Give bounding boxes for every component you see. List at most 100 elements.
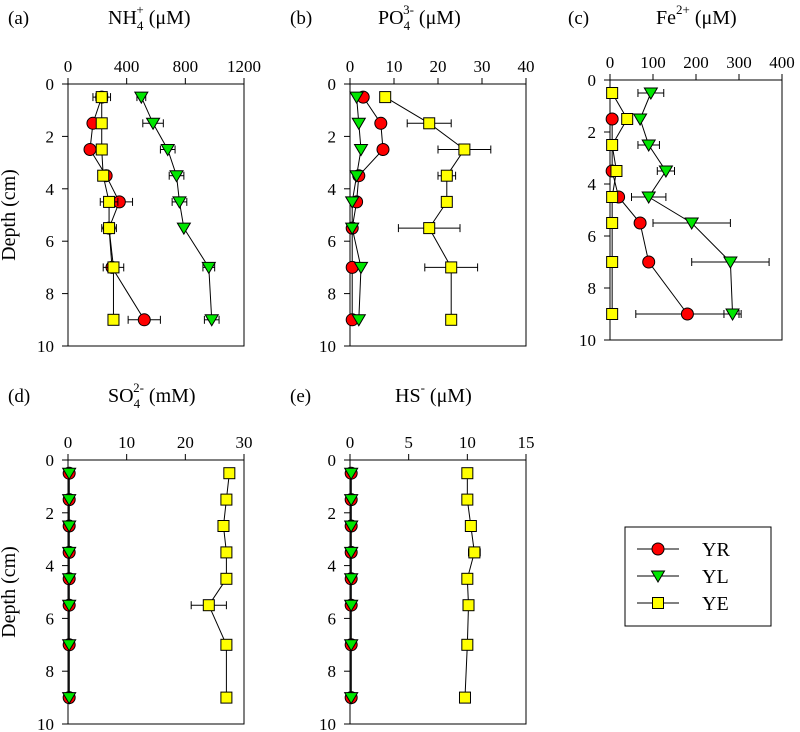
series-line xyxy=(639,92,734,315)
title-subscript: 4 xyxy=(404,18,411,33)
title-unit: (μM) xyxy=(414,7,461,29)
data-point xyxy=(461,467,474,480)
data-point xyxy=(606,308,619,320)
data-point xyxy=(379,91,392,104)
title-unit: (μM) xyxy=(425,385,472,407)
data-point xyxy=(606,256,619,268)
data-point xyxy=(343,520,359,533)
data-point xyxy=(351,117,367,131)
data-point xyxy=(423,117,436,130)
series-YL xyxy=(61,467,77,705)
data-point xyxy=(440,169,453,182)
data-point xyxy=(204,314,220,327)
data-point xyxy=(343,573,359,586)
chart-panel-5: 0 5 10 15 0 2 4 6 8 10 (e) HS- (μM) xyxy=(290,380,535,732)
data-point xyxy=(343,494,359,507)
data-point xyxy=(643,87,659,100)
data-point xyxy=(445,313,458,326)
series-line xyxy=(89,96,145,321)
legend-marker-YL xyxy=(650,570,666,583)
data-point xyxy=(344,196,360,209)
data-point xyxy=(95,143,108,156)
data-point xyxy=(349,91,364,105)
panel-title: NH4+ (μM) xyxy=(108,2,191,33)
data-point xyxy=(160,144,176,157)
y-tick-label: 4 xyxy=(588,175,597,194)
data-point xyxy=(61,467,77,481)
plot-frame xyxy=(67,83,245,347)
title-superscript: + xyxy=(136,2,143,17)
x-tick-label: 400 xyxy=(769,53,795,72)
y-axis-label: Depth (cm) xyxy=(0,546,20,638)
x-tick-label: 100 xyxy=(640,53,666,72)
data-point xyxy=(458,143,471,156)
data-point xyxy=(632,113,648,126)
x-tick-label: 300 xyxy=(726,53,752,72)
x-tick-label: 20 xyxy=(177,433,194,452)
y-tick-label: 6 xyxy=(588,227,597,246)
data-point xyxy=(145,117,161,131)
data-point xyxy=(464,520,477,532)
data-point xyxy=(223,467,236,480)
data-point xyxy=(606,191,619,203)
data-point xyxy=(633,216,647,230)
title-superscript: 3- xyxy=(403,2,414,17)
y-tick-label: 10 xyxy=(579,331,596,350)
x-tick-label: 0 xyxy=(606,53,615,72)
series-line xyxy=(611,92,628,314)
data-point xyxy=(220,546,233,559)
data-point xyxy=(723,256,738,269)
data-point xyxy=(642,255,656,269)
panel-letter: (e) xyxy=(290,386,311,407)
title-subscript: 4 xyxy=(137,18,144,33)
series-YE xyxy=(606,87,634,320)
title-superscript: 2- xyxy=(133,380,144,395)
data-point xyxy=(606,217,619,229)
series-line xyxy=(140,96,213,320)
legend: YR YL YE xyxy=(624,526,772,627)
data-point xyxy=(461,572,474,585)
panel-letter: (c) xyxy=(568,8,589,29)
data-point xyxy=(343,546,359,560)
series-line xyxy=(611,119,688,315)
data-point xyxy=(95,117,108,130)
x-tick-label: 10 xyxy=(459,433,476,452)
series-YE xyxy=(379,91,492,326)
title-base: HS xyxy=(395,385,421,407)
y-tick-label: 0 xyxy=(328,451,337,470)
legend-label-YR: YR xyxy=(702,539,730,561)
data-point xyxy=(220,691,233,704)
panel-letter: (b) xyxy=(290,8,312,29)
series-YL xyxy=(344,91,369,327)
series-YR xyxy=(605,112,740,321)
data-point xyxy=(343,599,359,613)
data-point xyxy=(61,520,77,533)
x-tick-label: 30 xyxy=(474,57,491,76)
y-tick-label: 10 xyxy=(319,337,336,356)
title-unit: (mM) xyxy=(144,385,196,407)
x-tick-label: 40 xyxy=(518,57,535,76)
title-superscript: 2+ xyxy=(676,2,690,17)
title-base: Fe xyxy=(656,7,676,29)
title-base: SO xyxy=(108,385,134,407)
title-unit: (μM) xyxy=(144,7,191,29)
y-tick-label: 0 xyxy=(328,75,337,94)
y-tick-label: 0 xyxy=(46,75,55,94)
panel-title: PO43- (μM) xyxy=(378,2,461,33)
data-point xyxy=(445,261,458,274)
y-tick-label: 0 xyxy=(588,71,597,90)
series-YE xyxy=(92,91,125,326)
data-point xyxy=(461,638,474,651)
data-point xyxy=(107,261,120,274)
series-YR xyxy=(83,90,161,327)
y-tick-label: 8 xyxy=(46,662,55,681)
series-line xyxy=(351,97,362,320)
series-YE xyxy=(458,467,481,704)
x-tick-label: 10 xyxy=(386,57,403,76)
data-point xyxy=(610,165,623,177)
legend-marker-YE xyxy=(652,597,664,609)
y-tick-label: 10 xyxy=(37,337,54,356)
data-point xyxy=(641,139,657,152)
data-point xyxy=(680,307,694,321)
data-point xyxy=(61,599,77,613)
